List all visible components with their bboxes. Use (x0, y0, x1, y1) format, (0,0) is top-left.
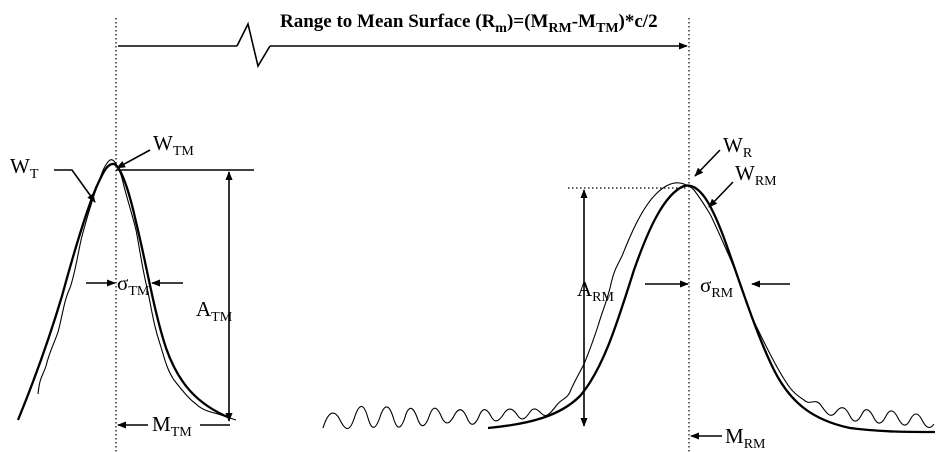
label-wr: WR (723, 133, 753, 161)
label-wrm: WRM (735, 161, 777, 189)
label-sigma-tm: σTM (117, 271, 150, 299)
wt-pointer (54, 169, 96, 203)
range-arrow (118, 21, 688, 69)
receive-waveform-model (487, 184, 936, 434)
label-wtm: WTM (153, 131, 194, 159)
label-sigma-rm: σRM (700, 273, 734, 301)
wrm-pointer (708, 181, 734, 208)
label-arm: ARM (577, 277, 615, 305)
transmit-waveform-measured (37, 159, 237, 421)
label-wt: WT (10, 154, 39, 182)
wtm-pointer (116, 149, 151, 169)
receive-waveform-measured (322, 182, 935, 430)
diagram-title: Range to Mean Surface (Rm)=(MRM-MTM)*c/2 (280, 11, 658, 36)
label-atm: ATM (196, 297, 233, 325)
label-mrm: MRM (725, 424, 766, 452)
label-mtm: MTM (152, 412, 192, 440)
wr-pointer (694, 149, 721, 177)
transmit-waveform-model (16, 162, 231, 421)
